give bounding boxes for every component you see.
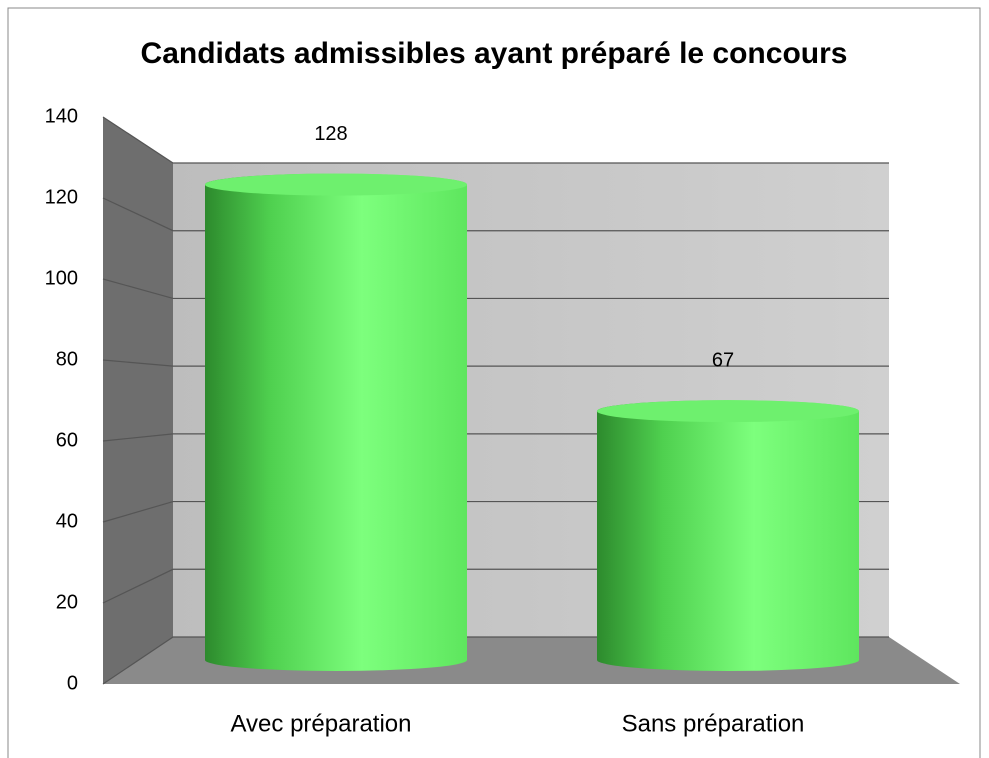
value-label: 67 [712, 349, 734, 371]
bar-top [205, 173, 467, 196]
grid-line [102, 197, 889, 232]
y-tick-label: 40 [56, 510, 78, 532]
grid-line [102, 359, 889, 367]
frame [7, 7, 981, 758]
y-tick-label: 100 [45, 267, 78, 289]
y-tick-label: 20 [56, 591, 78, 613]
side-wall [103, 117, 173, 684]
value-label: 128 [314, 123, 347, 145]
x-tick-label: Sans préparation [622, 710, 805, 737]
grid-line [102, 116, 889, 164]
bar [205, 173, 468, 672]
grid-line [102, 278, 889, 300]
bar-top [597, 400, 859, 423]
bar [597, 400, 859, 671]
y-tick-label: 0 [67, 672, 78, 694]
chart-title: Candidats admissibles ayant préparé le c… [141, 37, 848, 70]
y-tick-label: 140 [45, 105, 78, 127]
y-tick-label: 80 [56, 348, 78, 370]
y-tick-label: 60 [56, 429, 78, 451]
x-tick-label: Avec préparation [230, 710, 411, 737]
y-tick-label: 120 [45, 186, 78, 208]
